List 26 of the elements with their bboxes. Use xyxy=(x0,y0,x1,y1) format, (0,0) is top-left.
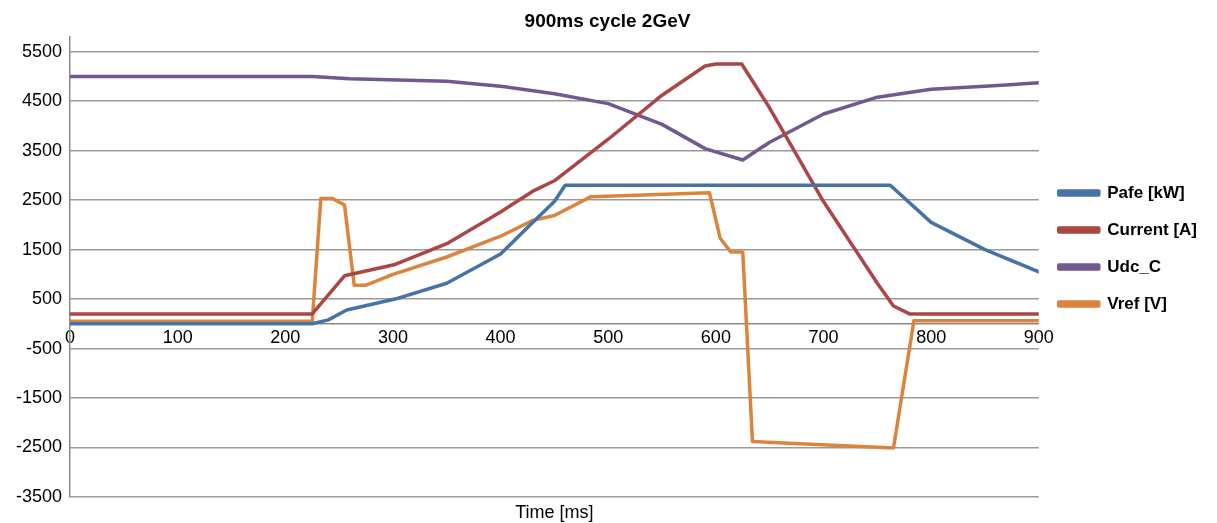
x-tick-label: 100 xyxy=(162,326,193,347)
y-tick-label: 4500 xyxy=(21,90,63,111)
x-tick-label: 200 xyxy=(270,326,301,347)
legend-label: Vref [V] xyxy=(1107,293,1167,313)
y-tick-label: -2500 xyxy=(15,436,63,457)
y-tick-label: 500 xyxy=(31,288,63,309)
legend-label: Current [A] xyxy=(1107,219,1197,239)
x-tick-label: 800 xyxy=(916,326,947,347)
x-tick-label: 700 xyxy=(808,326,839,347)
y-tick-label: -500 xyxy=(26,337,63,358)
y-tick-label: 3500 xyxy=(21,139,63,160)
x-tick-label: 600 xyxy=(700,326,731,347)
y-tick-label: 2500 xyxy=(21,189,63,210)
legend-label: Pafe [kW] xyxy=(1107,182,1185,202)
y-tick-label: 1500 xyxy=(21,238,63,259)
x-tick-label: 900 xyxy=(1023,326,1054,347)
legend-label: Udc_C xyxy=(1107,256,1162,276)
y-tick-label: -1500 xyxy=(15,387,63,407)
x-tick-label: 400 xyxy=(485,326,516,347)
x-tick-label: 500 xyxy=(593,326,624,347)
y-tick-label: -3500 xyxy=(15,485,63,506)
chart-title: 900ms cycle 2GeV xyxy=(524,9,691,31)
y-tick-label: 5500 xyxy=(21,40,63,61)
x-tick-label: 300 xyxy=(377,326,408,347)
x-axis-title: Time [ms] xyxy=(515,501,594,522)
x-tick-label: 0 xyxy=(65,326,76,347)
